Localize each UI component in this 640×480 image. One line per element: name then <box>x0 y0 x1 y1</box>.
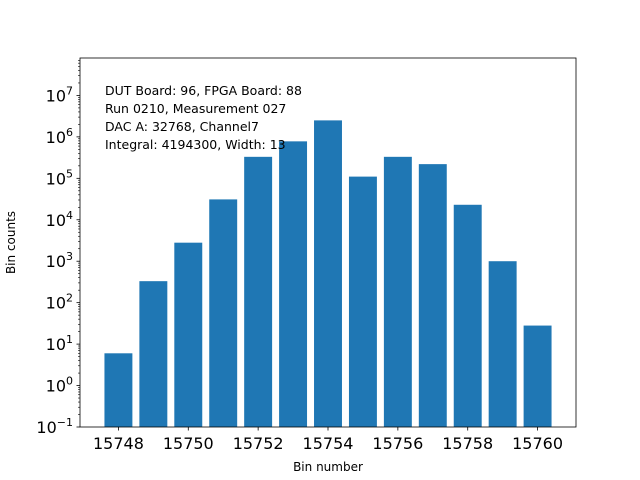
x-tick-label-15758: 15758 <box>442 434 493 453</box>
bar-15749 <box>139 281 168 427</box>
y-axis: 10−1 100 101 102 103 104 105 106 107 <box>36 60 80 437</box>
y-tick-label-7: 107 <box>46 84 73 105</box>
bar-15750 <box>174 242 203 427</box>
bar-15757 <box>418 164 447 427</box>
bar-15752 <box>244 156 273 427</box>
bar-15754 <box>314 120 342 427</box>
bar-15760 <box>523 325 552 427</box>
y-tick-label-3: 103 <box>46 250 73 271</box>
y-axis-label: Bin counts <box>4 211 18 274</box>
bar-15756 <box>383 156 412 427</box>
bar-15758 <box>453 204 482 427</box>
annotation-line-1: DUT Board: 96, FPGA Board: 88 <box>105 83 302 98</box>
x-axis-label: Bin number <box>293 460 363 474</box>
y-tick-label-1: 101 <box>46 333 73 354</box>
y-tick-label-0: 100 <box>46 375 73 396</box>
bar-15755 <box>348 176 377 427</box>
x-tick-label-15754: 15754 <box>303 434 354 453</box>
bar-15748 <box>104 353 133 427</box>
annotation-box: DUT Board: 96, FPGA Board: 88 Run 0210, M… <box>105 83 302 152</box>
annotation-line-3: DAC A: 32768, Channel7 <box>105 119 259 134</box>
x-tick-label-15760: 15760 <box>512 434 563 453</box>
x-tick-label-15752: 15752 <box>233 434 284 453</box>
y-tick-label-4: 104 <box>46 209 73 230</box>
x-axis: 15748 15750 15752 15754 15756 15758 15760 <box>93 427 563 453</box>
x-tick-label-15748: 15748 <box>93 434 144 453</box>
y-tick-label-6: 106 <box>46 126 73 147</box>
bar-15759 <box>488 261 517 427</box>
bar-15753 <box>279 141 308 427</box>
annotation-line-2: Run 0210, Measurement 027 <box>105 101 286 116</box>
y-tick-label-2: 102 <box>46 292 73 313</box>
annotation-line-4: Integral: 4194300, Width: 13 <box>105 137 286 152</box>
x-tick-label-15756: 15756 <box>372 434 423 453</box>
bar-15751 <box>209 199 238 427</box>
bar-series <box>104 120 552 427</box>
y-tick-label-−1: 10−1 <box>36 416 73 437</box>
y-tick-label-5: 105 <box>46 167 73 188</box>
x-tick-label-15750: 15750 <box>163 434 214 453</box>
